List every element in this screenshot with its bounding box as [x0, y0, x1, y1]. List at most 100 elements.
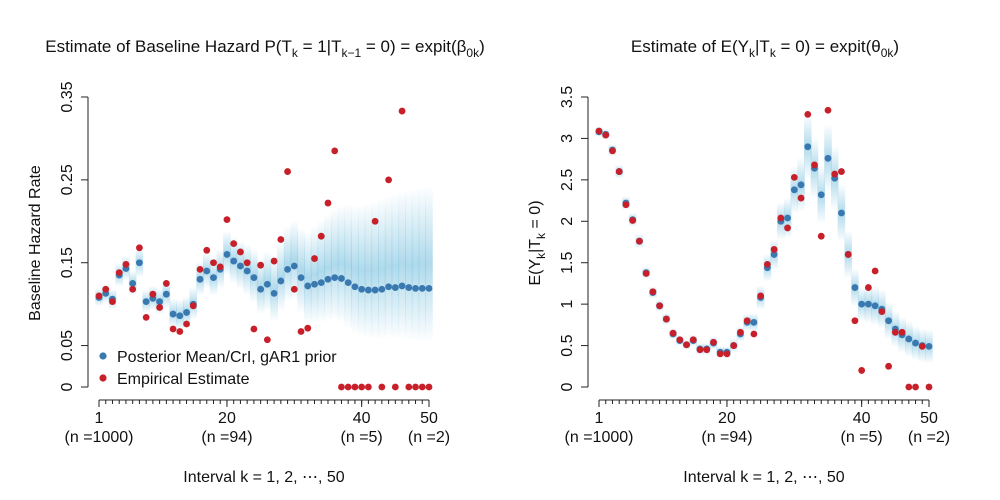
expectation-posterior-point	[790, 186, 798, 194]
hazard-posterior-point	[277, 277, 285, 285]
expectation-posterior-point	[885, 317, 892, 325]
hazard-posterior-point	[405, 284, 413, 291]
expectation-y-tick-label: 1	[559, 300, 576, 309]
hazard-posterior-point	[290, 262, 298, 270]
hazard-n-label: (n =5)	[341, 429, 383, 446]
expectation-empirical-point	[656, 302, 664, 310]
expectation-empirical-point	[622, 201, 630, 209]
hazard-posterior-point	[237, 262, 244, 270]
expectation-n-label: (n =94)	[701, 429, 752, 446]
expectation-x-tick-label: 20	[718, 410, 736, 427]
hazard-credible-band	[411, 189, 420, 340]
hazard-credible-band	[337, 206, 346, 322]
hazard-y-axis-label: Baseline Hazard Rate	[27, 165, 44, 321]
hazard-posterior-point	[425, 285, 433, 292]
hazard-credible-band	[371, 202, 379, 339]
hazard-empirical-point	[115, 269, 123, 277]
expectation-empirical-point	[817, 232, 825, 240]
expectation-posterior-point	[905, 335, 913, 343]
hazard-posterior-point	[176, 312, 184, 320]
expectation-empirical-point	[636, 237, 643, 245]
expectation-posterior-point	[804, 143, 812, 151]
expectation-empirical-point	[595, 127, 603, 135]
expectation-empirical-point	[905, 383, 913, 391]
expectation-empirical-point	[676, 336, 684, 344]
expectation-y-tick-label: 0.5	[559, 334, 576, 356]
hazard-empirical-point	[277, 236, 285, 243]
expectation-posterior-point	[797, 181, 805, 189]
hazard-empirical-point	[284, 168, 291, 175]
hazard-empirical-point	[364, 383, 372, 391]
legend-empirical-marker	[99, 374, 107, 382]
expectation-panel: Estimate of E(Yk|Tk = 0) = expit(θ0k) E(…	[527, 37, 950, 486]
hazard-empirical-point	[162, 280, 170, 287]
hazard-posterior-point	[243, 267, 251, 275]
hazard-posterior-point	[317, 279, 325, 286]
hazard-x-tick-label: 1	[95, 410, 104, 427]
expectation-posterior-point	[864, 300, 872, 308]
hazard-credible-band	[357, 205, 366, 336]
hazard-posterior-point	[257, 285, 265, 293]
hazard-posterior-point	[412, 285, 419, 292]
hazard-posterior-point	[250, 274, 258, 282]
expectation-posterior-point	[824, 154, 832, 162]
hazard-credible-band	[344, 205, 352, 328]
hazard-x-tick-label: 40	[353, 410, 371, 427]
hazard-empirical-point	[203, 246, 211, 254]
hazard-credible-band	[270, 257, 278, 321]
hazard-posterior-point	[297, 274, 305, 282]
hazard-empirical-point	[122, 260, 130, 268]
hazard-posterior-point	[136, 259, 143, 267]
expectation-empirical-point	[757, 292, 765, 300]
hazard-empirical-point	[142, 314, 150, 321]
expectation-empirical-point	[649, 288, 657, 296]
expectation-empirical-point	[777, 214, 785, 222]
hazard-n-label: (n =2)	[408, 429, 450, 446]
expectation-empirical-point	[716, 350, 724, 358]
hazard-empirical-point	[263, 336, 271, 344]
hazard-empirical-point	[250, 325, 258, 333]
hazard-posterior-point	[338, 275, 345, 282]
expectation-empirical-point	[689, 336, 697, 344]
expectation-empirical-point	[891, 328, 899, 336]
expectation-y-tick-label: 0	[559, 382, 576, 391]
hazard-empirical-point	[196, 265, 204, 273]
hazard-posterior-point	[344, 279, 352, 286]
hazard-empirical-point	[210, 259, 217, 267]
hazard-credible-band	[378, 199, 386, 339]
hazard-posterior-point	[230, 257, 238, 265]
hazard-credible-band	[297, 228, 305, 313]
expectation-y-tick-label: 2	[559, 217, 576, 226]
expectation-empirical-point	[838, 168, 845, 175]
hazard-posterior-point	[203, 267, 211, 275]
hazard-posterior-point	[385, 283, 392, 291]
expectation-posterior-point	[817, 191, 825, 199]
expectation-x-axis-label: Interval k = 1, 2, ⋯, 50	[683, 469, 845, 486]
hazard-empirical-point	[391, 383, 399, 391]
hazard-empirical-point	[109, 298, 116, 306]
hazard-empirical-point	[189, 302, 197, 310]
expectation-empirical-point	[858, 367, 866, 374]
hazard-posterior-point	[210, 274, 217, 282]
expectation-empirical-point	[844, 251, 852, 258]
hazard-empirical-point	[378, 383, 386, 391]
expectation-x-tick-label: 50	[920, 410, 938, 427]
hazard-empirical-point	[385, 176, 392, 184]
expectation-empirical-point	[885, 362, 892, 370]
expectation-empirical-point	[710, 338, 717, 346]
expectation-empirical-point	[602, 131, 610, 139]
hazard-y-tick-label: 0.15	[59, 247, 76, 278]
hazard-credible-band	[304, 232, 312, 323]
expectation-empirical-point	[642, 270, 650, 277]
hazard-n-label: (n =1000)	[65, 429, 134, 446]
hazard-empirical-point	[311, 255, 318, 262]
hazard-credible-band	[351, 206, 359, 333]
hazard-empirical-point	[95, 292, 103, 300]
expectation-empirical-point	[871, 267, 879, 275]
expectation-posterior-point	[871, 302, 879, 310]
expectation-posterior-point	[858, 300, 866, 308]
expectation-chart-title: Estimate of E(Yk|Tk = 0) = expit(θ0k)	[631, 37, 899, 60]
hazard-empirical-point	[425, 383, 433, 391]
hazard-posterior-point	[398, 282, 406, 290]
